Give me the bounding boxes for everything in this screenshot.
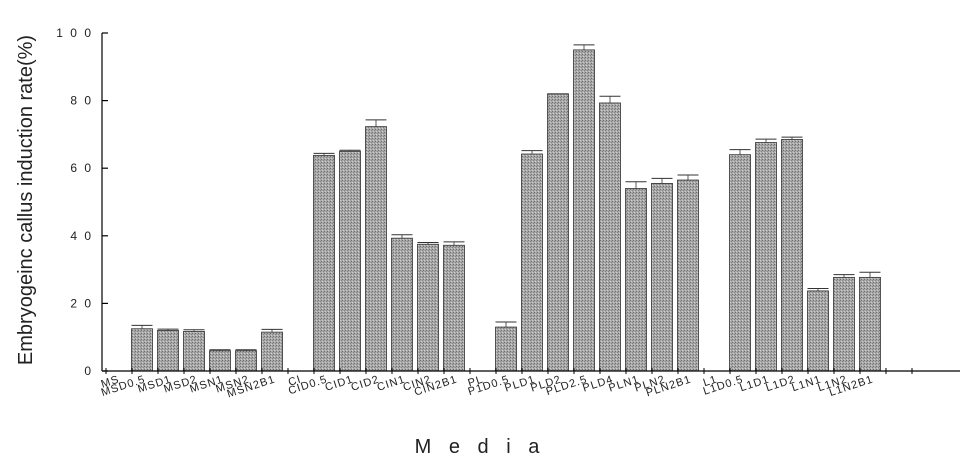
x-axis-label: M e d i a bbox=[415, 436, 546, 458]
y-tick-label: 2 0 bbox=[70, 296, 93, 310]
y-axis: 0 2 0 4 0 6 0 8 0 1 0 0 bbox=[56, 26, 108, 378]
y-axis-label: Embryogeinc callus induction rate(%) bbox=[15, 35, 37, 365]
bar bbox=[183, 331, 205, 372]
bar bbox=[339, 150, 361, 372]
bar bbox=[547, 93, 569, 372]
bar bbox=[521, 153, 543, 372]
bar bbox=[157, 330, 179, 372]
bar bbox=[859, 276, 881, 372]
x-tick-label: L1 bbox=[702, 373, 719, 389]
bar bbox=[495, 326, 517, 372]
bar bbox=[807, 290, 829, 372]
bar bbox=[599, 102, 621, 372]
bar bbox=[131, 328, 153, 372]
bar bbox=[833, 276, 855, 372]
bar bbox=[261, 331, 283, 372]
x-tick-label: PL bbox=[467, 373, 485, 389]
bar bbox=[651, 183, 673, 372]
bar bbox=[313, 154, 335, 372]
bar bbox=[235, 350, 257, 372]
bar bbox=[365, 126, 387, 372]
bar bbox=[573, 49, 595, 372]
bar bbox=[391, 237, 413, 372]
bar bbox=[417, 243, 439, 372]
y-tick-label: 4 0 bbox=[70, 229, 93, 243]
x-tick-label: MS bbox=[100, 373, 121, 390]
x-tick-label: CI bbox=[287, 373, 303, 388]
bar bbox=[677, 179, 699, 372]
bar bbox=[209, 350, 231, 372]
bars bbox=[131, 44, 881, 372]
y-tick-label: 1 0 0 bbox=[56, 26, 93, 40]
y-tick-label: 6 0 bbox=[70, 161, 93, 175]
bar bbox=[443, 244, 465, 372]
bar bbox=[729, 154, 751, 372]
bar bbox=[755, 142, 777, 372]
y-tick-label: 0 bbox=[84, 364, 93, 378]
y-tick-label: 8 0 bbox=[70, 94, 93, 108]
bar bbox=[625, 188, 647, 372]
bar bbox=[781, 139, 803, 372]
